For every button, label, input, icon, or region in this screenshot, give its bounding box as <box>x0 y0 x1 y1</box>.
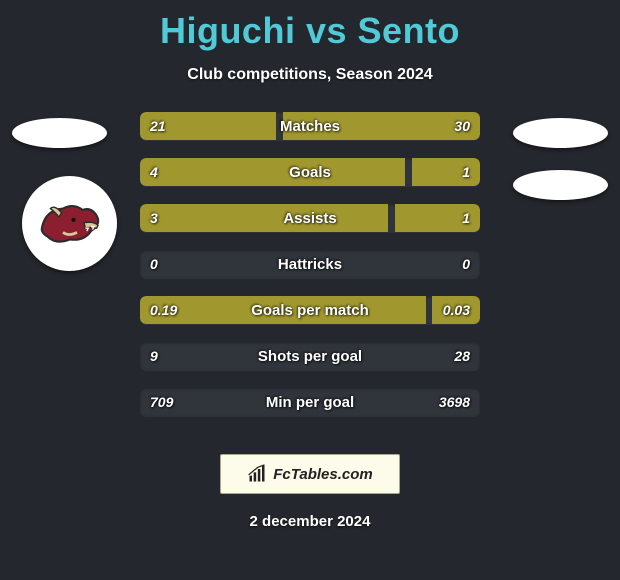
stat-bars: 2130Matches 41Goals 31Assists 0 0Hattricks 0.… <box>140 112 480 434</box>
stat-bar-right <box>412 158 480 186</box>
vs-text: vs <box>306 10 347 51</box>
player1-name: Higuchi <box>160 10 296 51</box>
stat-value-right: 28 <box>444 342 480 370</box>
player2-country-badge <box>513 118 608 148</box>
stat-bar-left <box>140 112 276 140</box>
stat-label: Min per goal <box>140 388 480 416</box>
stat-value-left: 9 <box>140 342 168 370</box>
stat-value-right: 3698 <box>429 388 480 416</box>
stat-bar-right <box>395 204 480 232</box>
stat-row: 31Assists <box>140 204 480 232</box>
stat-bar-right <box>283 112 480 140</box>
stat-row: 2130Matches <box>140 112 480 140</box>
stat-label: Hattricks <box>140 250 480 278</box>
stat-value-left: 709 <box>140 388 183 416</box>
player2-name: Sento <box>358 10 461 51</box>
player2-club-badge <box>513 170 608 200</box>
stat-row: 709 3698Min per goal <box>140 388 480 416</box>
stat-value-right: 0 <box>452 250 480 278</box>
subtitle: Club competitions, Season 2024 <box>0 66 620 84</box>
player1-country-badge <box>12 118 107 148</box>
watermark-text: FcTables.com <box>273 466 372 483</box>
stat-row: 9 28Shots per goal <box>140 342 480 370</box>
stat-bar-left <box>140 296 426 324</box>
stat-value-left: 0 <box>140 250 168 278</box>
stat-bar-left <box>140 158 405 186</box>
stat-bar-left <box>140 204 388 232</box>
chart-icon <box>247 464 267 484</box>
stat-bar-right <box>432 296 480 324</box>
watermark: FcTables.com <box>220 454 400 494</box>
stat-row: 0.190.03Goals per match <box>140 296 480 324</box>
player1-club-badge <box>22 176 117 271</box>
stat-row: 41Goals <box>140 158 480 186</box>
page-title: Higuchi vs Sento <box>0 0 620 52</box>
date-text: 2 december 2024 <box>0 513 620 530</box>
stat-row: 0 0Hattricks <box>140 250 480 278</box>
coyote-logo-icon <box>35 189 105 259</box>
stat-label: Shots per goal <box>140 342 480 370</box>
